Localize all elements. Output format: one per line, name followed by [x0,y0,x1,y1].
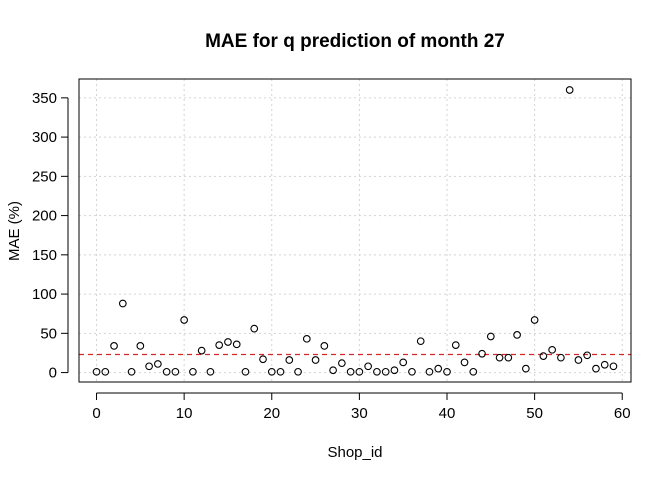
data-point [600,360,609,369]
y-tick-label: 50 [40,325,57,342]
x-axis-label: Shop_id [327,444,382,461]
data-point [460,358,469,367]
points-layer [92,86,618,376]
data-point [329,366,337,375]
data-point [171,367,180,376]
data-point [241,367,250,376]
data-point [381,367,390,376]
data-point [338,359,346,368]
data-point [495,353,504,362]
data-point [565,86,574,94]
data-point [408,367,416,376]
data-point [92,367,101,376]
data-point [364,362,372,371]
data-point [259,355,267,364]
data-point [478,349,486,358]
y-tick-label: 150 [32,247,57,264]
data-point [469,367,478,376]
data-point [609,362,618,371]
data-point [180,316,188,324]
data-point [592,364,600,373]
data-point [539,352,548,360]
grid-layer [79,79,631,382]
data-point [197,346,206,355]
data-point [416,337,425,346]
y-tick-label: 200 [32,208,57,225]
y-tick-label: 300 [32,129,57,146]
data-point [294,367,302,376]
data-point [443,367,451,376]
data-point [434,364,443,373]
y-tick-label: 350 [32,90,57,107]
y-axis: 0 50 100 150 200 250 300 350 [32,90,69,382]
data-point [425,367,434,376]
data-point [346,367,355,376]
data-point [548,345,556,354]
data-point [522,364,530,373]
data-point [127,367,136,376]
data-point [232,340,241,349]
data-point [276,367,285,376]
data-point [320,342,329,350]
x-tick-label: 60 [614,405,631,422]
data-point [110,342,118,350]
data-point [513,331,521,339]
data-point [250,324,259,333]
data-point [215,341,224,349]
y-tick-label: 100 [32,286,57,303]
data-point [136,342,145,350]
data-point [118,299,127,308]
data-point [486,332,495,341]
y-axis-label: MAE (%) [6,201,23,261]
data-point [285,356,294,364]
x-tick-label: 40 [439,405,456,422]
data-point [530,316,539,324]
x-tick-label: 20 [263,405,280,422]
y-tick-label: 0 [49,365,57,382]
data-point [224,338,232,346]
data-point [504,353,513,362]
x-tick-label: 0 [92,405,100,422]
chart-title: MAE for q prediction of month 27 [205,31,505,52]
data-point [390,366,399,375]
data-point [267,367,276,376]
data-point [206,367,215,376]
y-tick-label: 250 [32,168,57,185]
data-point [399,358,408,367]
x-axis: 0 10 20 30 40 50 60 [92,392,631,422]
data-point [355,367,364,376]
data-point [574,356,583,364]
data-point [373,367,381,376]
data-point [145,362,153,371]
data-point [162,367,171,376]
x-tick-label: 50 [526,405,543,422]
data-point [302,334,311,343]
data-point [154,360,162,368]
x-tick-label: 30 [351,405,368,422]
data-point [451,341,460,349]
data-point [311,356,320,364]
x-tick-label: 10 [176,405,193,422]
plot-frame [78,78,632,383]
data-point [101,367,110,376]
data-point [557,353,565,362]
data-point [583,351,592,360]
data-point [189,367,197,376]
